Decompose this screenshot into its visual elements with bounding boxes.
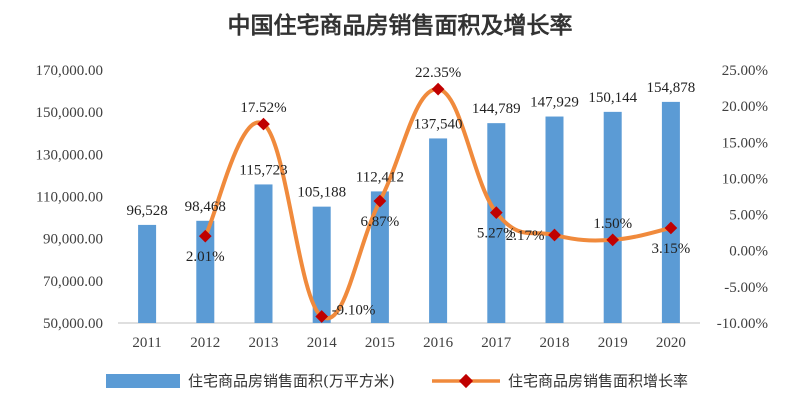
left-tick-label: 90,000.00 xyxy=(43,232,103,248)
growth-value-label: 3.15% xyxy=(652,241,691,257)
bar xyxy=(254,184,273,323)
left-tick-label: 50,000.00 xyxy=(43,316,103,332)
right-tick-label: 10.00% xyxy=(722,171,768,187)
legend-label-line: 住宅商品房销售面积增长率 xyxy=(508,372,688,390)
bar xyxy=(603,111,622,323)
legend: 住宅商品房销售面积(万平方米) 住宅商品房销售面积增长率 xyxy=(106,372,688,390)
right-tick-label: -10.00% xyxy=(717,316,768,332)
x-axis: 2011 2012 2013 2014 2015 2016 2017 2018 2019 2020 xyxy=(132,335,686,351)
right-tick-label: 25.00% xyxy=(722,63,768,79)
right-tick-label: 0.00% xyxy=(729,244,768,260)
x-tick-label: 2020 xyxy=(656,335,686,351)
left-tick-label: 70,000.00 xyxy=(43,274,103,290)
bar-value-label: 115,723 xyxy=(239,162,287,178)
x-tick-label: 2011 xyxy=(132,335,161,351)
growth-value-label: 1.50% xyxy=(593,216,632,232)
line-marker xyxy=(431,82,445,96)
x-tick-label: 2013 xyxy=(249,335,279,351)
bar-value-label: 112,412 xyxy=(356,169,404,185)
bar-value-label: 144,789 xyxy=(472,101,521,117)
growth-value-label: 22.35% xyxy=(415,65,461,81)
right-tick-label: 5.00% xyxy=(729,208,768,224)
line-marker xyxy=(198,229,212,243)
legend-swatch-bar xyxy=(106,374,180,388)
growth-value-label: -9.10% xyxy=(332,302,376,318)
growth-value-label: 17.52% xyxy=(240,100,286,116)
bar-value-label: 98,468 xyxy=(185,199,226,215)
bar xyxy=(661,101,680,323)
line-marker xyxy=(257,117,270,131)
bar-data-labels: 96,528 98,468 115,723 105,188 112,412 137,540… xyxy=(126,80,695,219)
left-axis: 50,000.00 70,000.00 90,000.00 110,000.00 130… xyxy=(36,63,104,332)
x-tick-label: 2016 xyxy=(423,335,454,351)
left-tick-label: 170,000.00 xyxy=(36,63,104,79)
line-data-labels: 2.01% 17.52% -9.10% 6.87% 22.35% 5.27%2.17% 1.… xyxy=(186,65,690,318)
bar-series xyxy=(138,101,680,324)
bar-value-label: 137,540 xyxy=(414,116,463,132)
right-tick-label: 20.00% xyxy=(722,99,768,115)
growth-value-label: 2.17% xyxy=(506,228,545,244)
x-tick-label: 2018 xyxy=(540,335,570,351)
line-marker xyxy=(489,206,503,219)
left-tick-label: 110,000.00 xyxy=(36,190,103,206)
chart-title: 中国住宅商品房销售面积及增长率 xyxy=(228,12,573,39)
left-tick-label: 150,000.00 xyxy=(36,105,104,121)
right-tick-label: -5.00% xyxy=(724,280,768,296)
x-tick-label: 2015 xyxy=(365,335,395,351)
bar xyxy=(487,123,506,323)
growth-line xyxy=(203,87,673,321)
x-tick-label: 2017 xyxy=(481,335,512,351)
growth-value-label: 5.27% xyxy=(477,226,516,242)
bar-value-label: 154,878 xyxy=(647,80,696,96)
x-tick-label: 2012 xyxy=(190,335,220,351)
bar xyxy=(138,224,157,323)
bar xyxy=(312,206,331,323)
x-tick-label: 2014 xyxy=(307,335,338,351)
line-marker xyxy=(315,310,329,323)
right-axis: -10.00% -5.00% 0.00% 5.00% 10.00% 15.00% 20.00… xyxy=(717,63,768,332)
bar xyxy=(196,220,215,323)
right-tick-label: 15.00% xyxy=(722,135,768,151)
growth-value-label: 6.87% xyxy=(361,214,400,230)
legend-label-bar: 住宅商品房销售面积(万平方米) xyxy=(188,372,395,390)
bar xyxy=(429,138,448,323)
legend-marker xyxy=(458,373,474,389)
line-marker xyxy=(373,194,387,208)
bar xyxy=(545,116,564,324)
bar-value-label: 150,144 xyxy=(588,90,637,106)
x-tick-label: 2019 xyxy=(598,335,628,351)
bar-value-label: 96,528 xyxy=(126,203,167,219)
bar-value-label: 105,188 xyxy=(297,185,346,201)
bar xyxy=(370,191,389,323)
growth-value-label: 2.01% xyxy=(186,249,225,265)
line-series xyxy=(198,82,678,323)
bar-value-label: 147,929 xyxy=(530,95,579,111)
left-tick-label: 130,000.00 xyxy=(36,147,104,163)
